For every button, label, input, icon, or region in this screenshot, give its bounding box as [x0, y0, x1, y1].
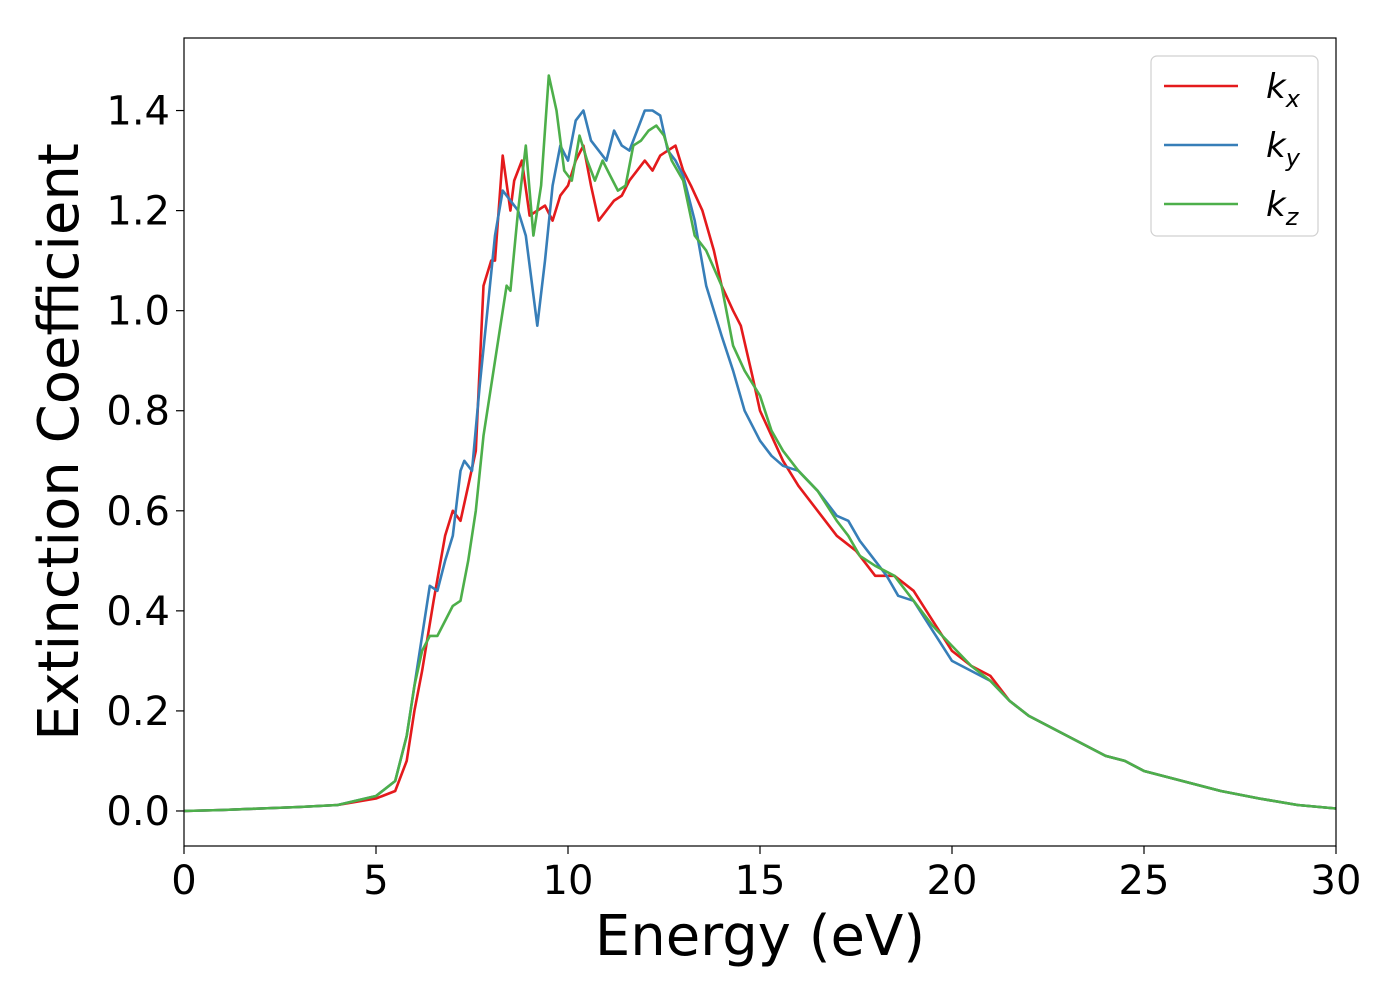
y-tick-label: 1.4 [106, 89, 170, 135]
y-tick-label: 0.6 [106, 489, 170, 535]
series-line-k-z [183, 74, 1337, 813]
x-tick-label: 10 [543, 858, 594, 904]
legend-label-k-x: kx [1266, 67, 1301, 113]
x-tick-label: 15 [735, 858, 786, 904]
legend-label-k-y: ky [1266, 126, 1301, 172]
x-axis-title: Energy (eV) [595, 904, 925, 969]
y-tick-label: 0.8 [106, 389, 170, 435]
legend-subscript: x [1285, 85, 1301, 113]
y-tick-label: 0.2 [106, 689, 170, 735]
legend-subscript: z [1285, 203, 1300, 231]
legend-subscript: y [1285, 144, 1301, 172]
x-tick-label: 25 [1119, 858, 1170, 904]
y-tick-label: 0.4 [106, 589, 170, 635]
y-tick-label: 1.0 [106, 289, 170, 335]
series-line-k-x [183, 144, 1337, 813]
x-tick-label: 20 [927, 858, 978, 904]
x-tick-label: 30 [1311, 858, 1362, 904]
axis-ticks: 0 5 10 15 20 25 30 0.0 0.2 0.4 0.6 0.8 1.0 1.2 1.4 [106, 89, 1361, 904]
y-tick-label: 1.2 [106, 189, 170, 235]
y-tick-label: 0.0 [106, 789, 170, 835]
x-tick-label: 5 [363, 858, 388, 904]
x-tick-label: 0 [171, 858, 196, 904]
series-layer [183, 74, 1337, 813]
y-axis-title: Extinction Coefficient [27, 143, 92, 741]
